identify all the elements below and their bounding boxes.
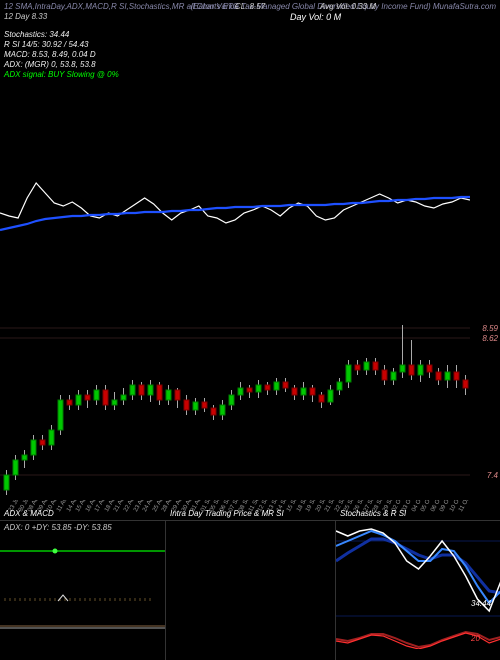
top-line-chart xyxy=(0,98,470,268)
svg-text:20: 20 xyxy=(470,634,480,643)
cl-label: CL: 8.57 xyxy=(235,2,265,11)
stoch-svg: 34.44 20 xyxy=(336,521,500,649)
stat-adx-signal: ADX signal: BUY Slowing @ 0% xyxy=(4,70,119,80)
avg-vol-label: Avg Vol: 0.33 M xyxy=(320,2,376,11)
bottom-panels: ADX & MACD ADX: 0 +DY: 53.85 -DY: 53.85 … xyxy=(0,520,500,660)
stat-adx: ADX: (MGR) 0, 53.8, 53.8 xyxy=(4,60,119,70)
intraday-panel: Intra Day Trading Price & MR SI xyxy=(165,520,335,660)
panel3-title: Stochastics & R SI xyxy=(340,509,406,518)
stat-stochastics: Stochastics: 34.44 xyxy=(4,30,119,40)
panel2-title: Intra Day Trading Price & MR SI xyxy=(170,509,284,518)
stochastics-panel: Stochastics & R SI 34.4420 xyxy=(335,520,500,660)
panel1-title: ADX & MACD xyxy=(4,509,54,518)
candlestick-chart xyxy=(0,310,470,500)
day-vol-label: Day Vol: 0 M xyxy=(290,12,341,22)
day-cl-label: 12 Day 8.33 xyxy=(4,12,47,21)
panel1-label: ADX: 0 +DY: 53.85 -DY: 53.85 xyxy=(4,523,112,532)
adx-svg xyxy=(0,521,165,649)
adx-macd-panel: ADX & MACD ADX: 0 +DY: 53.85 -DY: 53.85 xyxy=(0,520,165,660)
stat-rsi: R SI 14/5: 30.92 / 54.43 xyxy=(4,40,119,50)
stats-block: Stochastics: 34.44 R SI 14/5: 30.92 / 54… xyxy=(4,30,119,80)
svg-text:34.44: 34.44 xyxy=(471,599,492,608)
stat-macd: MACD: 8.53, 8.49, 0.04 D xyxy=(4,50,119,60)
